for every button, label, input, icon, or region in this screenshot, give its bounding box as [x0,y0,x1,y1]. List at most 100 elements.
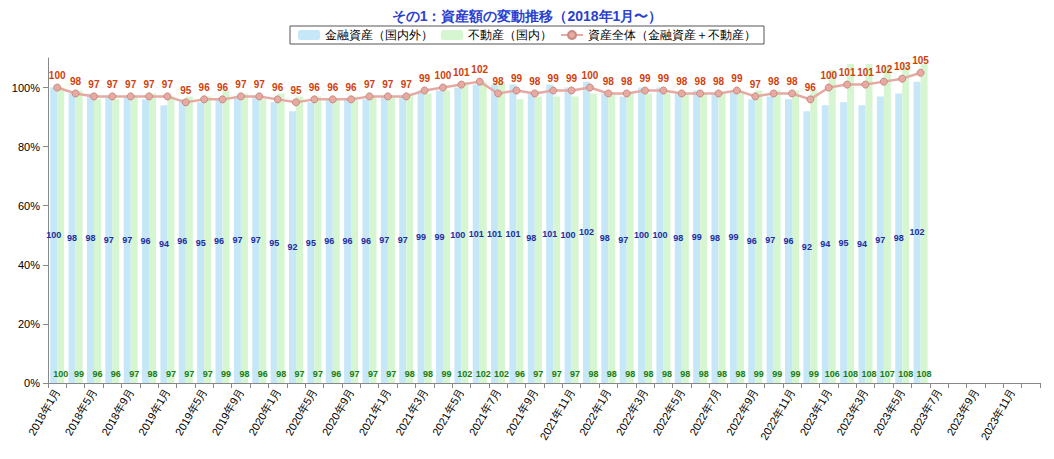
svg-text:2022年11月: 2022年11月 [758,386,797,442]
svg-text:96: 96 [343,236,353,246]
svg-text:100: 100 [652,230,667,240]
svg-text:102: 102 [494,369,509,379]
svg-text:98: 98 [405,369,415,379]
svg-text:2019年9月: 2019年9月 [209,386,246,438]
svg-text:99: 99 [511,73,523,84]
svg-text:99: 99 [548,73,560,84]
svg-text:96: 96 [515,369,525,379]
svg-text:98: 98 [603,76,615,87]
svg-text:96: 96 [111,369,121,379]
svg-text:97: 97 [313,369,323,379]
svg-text:95: 95 [306,238,316,248]
svg-text:99: 99 [419,73,431,84]
svg-text:2023年7月: 2023年7月 [907,386,944,438]
svg-text:2023年1月: 2023年1月 [797,386,834,438]
svg-text:99: 99 [731,73,743,84]
svg-text:2018年9月: 2018年9月 [99,386,136,438]
svg-text:2022年1月: 2022年1月 [577,386,614,438]
svg-text:98: 98 [625,369,635,379]
svg-text:99: 99 [809,369,819,379]
svg-text:97: 97 [88,79,100,90]
svg-text:102: 102 [910,227,925,237]
svg-text:108: 108 [917,369,932,379]
svg-text:97: 97 [401,79,413,90]
svg-text:98: 98 [529,76,541,87]
svg-text:97: 97 [398,235,408,245]
svg-text:97: 97 [294,369,304,379]
svg-text:97: 97 [364,79,376,90]
svg-text:2023年3月: 2023年3月 [834,386,871,438]
svg-text:96: 96 [141,236,151,246]
svg-text:95: 95 [269,238,279,248]
svg-text:97: 97 [350,369,360,379]
svg-text:97: 97 [379,235,389,245]
svg-text:97: 97 [104,235,114,245]
svg-text:100: 100 [53,369,68,379]
svg-text:97: 97 [251,235,261,245]
svg-text:106: 106 [825,369,840,379]
svg-text:100: 100 [820,70,837,81]
svg-text:98: 98 [786,76,798,87]
svg-text:97: 97 [232,235,242,245]
svg-text:96: 96 [324,236,334,246]
svg-text:2018年1月: 2018年1月 [26,386,63,438]
svg-text:98: 98 [713,76,725,87]
svg-text:108: 108 [843,369,858,379]
svg-text:95: 95 [839,238,849,248]
svg-text:96: 96 [346,82,358,93]
svg-text:2020年9月: 2020年9月 [320,386,357,438]
svg-text:99: 99 [772,369,782,379]
svg-text:98: 98 [526,233,536,243]
svg-text:2023年5月: 2023年5月 [871,386,908,438]
svg-text:98: 98 [607,369,617,379]
svg-text:97: 97 [184,369,194,379]
svg-text:100: 100 [561,230,576,240]
svg-text:98: 98 [148,369,158,379]
svg-text:102: 102 [457,369,472,379]
svg-text:97: 97 [382,79,394,90]
svg-text:100: 100 [46,230,61,240]
svg-text:99: 99 [74,369,84,379]
svg-text:95: 95 [180,85,192,96]
svg-text:99: 99 [692,232,702,242]
svg-text:98: 98 [644,369,654,379]
svg-text:96: 96 [327,82,339,93]
svg-text:98: 98 [239,369,249,379]
svg-text:102: 102 [876,64,893,75]
svg-text:96: 96 [258,369,268,379]
svg-text:2020年5月: 2020年5月 [283,386,320,438]
svg-text:99: 99 [416,232,426,242]
svg-text:103: 103 [894,61,911,72]
svg-text:97: 97 [203,369,213,379]
svg-text:105: 105 [912,55,929,66]
svg-text:94: 94 [820,239,830,249]
svg-text:97: 97 [386,369,396,379]
svg-text:97: 97 [162,79,174,90]
svg-text:2022年9月: 2022年9月 [724,386,761,438]
svg-text:97: 97 [368,369,378,379]
svg-text:102: 102 [476,369,491,379]
svg-text:98: 98 [735,369,745,379]
svg-text:99: 99 [728,232,738,242]
svg-text:96: 96 [309,82,321,93]
svg-text:97: 97 [143,79,155,90]
svg-text:2021年11月: 2021年11月 [537,386,576,442]
svg-text:98: 98 [423,369,433,379]
svg-text:金融資産（国内外）: 金融資産（国内外） [325,28,433,42]
svg-text:0%: 0% [24,377,40,389]
svg-text:2020年1月: 2020年1月 [246,386,283,438]
svg-text:97: 97 [107,79,119,90]
svg-text:97: 97 [750,79,762,90]
svg-text:96: 96 [177,236,187,246]
svg-text:96: 96 [92,369,102,379]
svg-text:99: 99 [658,73,670,84]
svg-text:98: 98 [695,76,707,87]
svg-text:96: 96 [747,236,757,246]
svg-text:2023年9月: 2023年9月 [944,386,981,438]
svg-text:97: 97 [166,369,176,379]
svg-text:100: 100 [49,70,66,81]
svg-text:2022年5月: 2022年5月 [650,386,687,438]
svg-text:2021年5月: 2021年5月 [430,386,467,438]
svg-text:97: 97 [235,79,247,90]
svg-text:101: 101 [857,67,874,78]
